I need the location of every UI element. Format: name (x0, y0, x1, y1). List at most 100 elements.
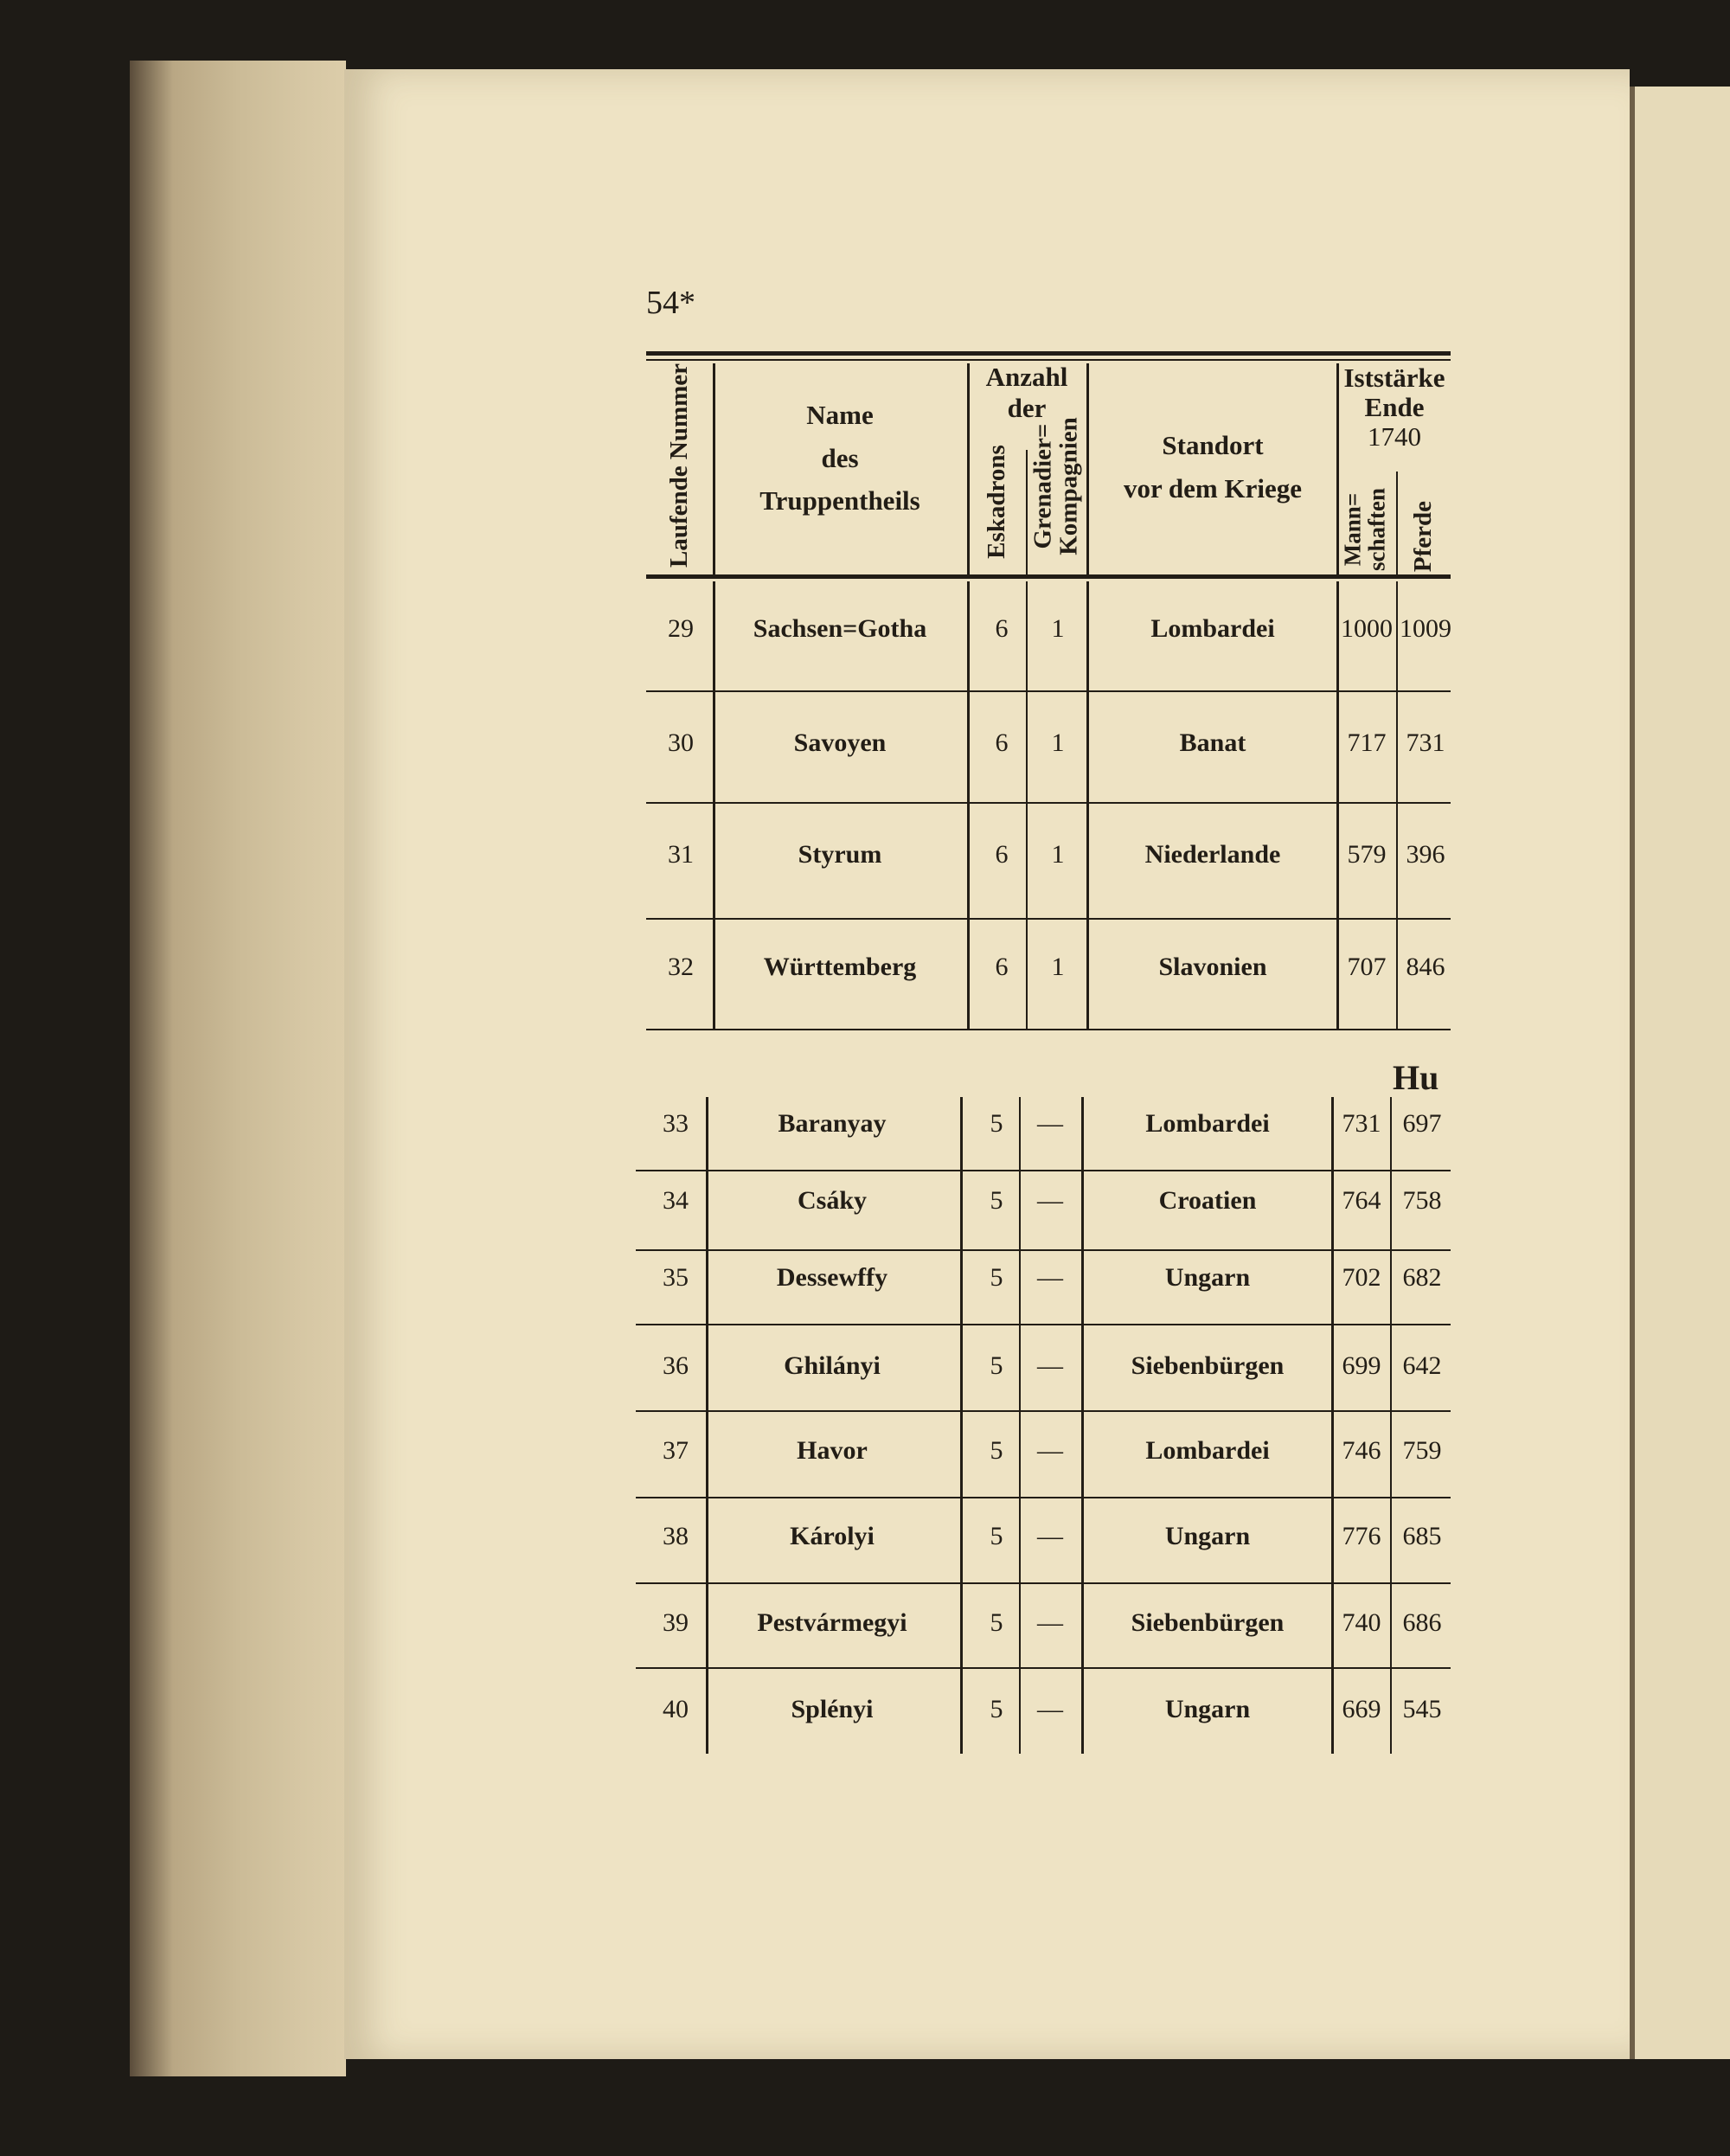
page-number: 54* (646, 285, 695, 321)
regiment-name: Savoyen (793, 728, 887, 757)
header-grenadier: Grenadier= Kompagnien (1029, 417, 1083, 555)
mannschaften-count: 764 (1342, 1186, 1381, 1215)
grenadier-count: — (1037, 1436, 1063, 1465)
regiment-name: Pestvármegyi (757, 1608, 907, 1637)
column-divider (967, 581, 970, 1029)
grenadier-count: — (1037, 1351, 1063, 1380)
eskadrons-count: 5 (990, 1186, 1003, 1215)
row-number: 34 (663, 1186, 689, 1215)
pferde-count: 1009 (1400, 614, 1451, 643)
row-number: 30 (668, 728, 694, 757)
eskadrons-count: 5 (990, 1608, 1003, 1637)
row-number: 38 (663, 1522, 689, 1550)
header-laufende-nummer: Laufende Nummer (664, 363, 693, 568)
column-divider (706, 1097, 708, 1754)
eskadrons-count: 5 (990, 1109, 1003, 1138)
column-divider (1396, 472, 1398, 574)
pferde-count: 686 (1402, 1608, 1442, 1637)
top-rule (646, 351, 1451, 356)
column-divider (1390, 1097, 1392, 1754)
standort: Lombardei (1150, 614, 1275, 643)
facing-page (1630, 87, 1730, 2059)
standort: Siebenbürgen (1131, 1351, 1285, 1380)
regiment-name: Baranyay (778, 1109, 887, 1138)
grenadier-count: 1 (1051, 728, 1065, 757)
standort: Ungarn (1164, 1263, 1251, 1292)
eskadrons-count: 5 (990, 1351, 1003, 1380)
page-stack (130, 61, 346, 2076)
pferde-count: 758 (1402, 1186, 1442, 1215)
mannschaften-count: 579 (1347, 840, 1387, 869)
pferde-count: 846 (1406, 953, 1445, 981)
book-page (344, 69, 1630, 2059)
row-divider (636, 1667, 1451, 1669)
standort: Ungarn (1164, 1522, 1251, 1550)
row-number: 40 (663, 1695, 689, 1723)
regiment-name: Württemberg (763, 953, 917, 981)
eskadrons-count: 6 (995, 614, 1009, 643)
mannschaften-count: 776 (1342, 1522, 1381, 1550)
pferde-count: 697 (1402, 1109, 1442, 1138)
section-heading: Hu (1393, 1058, 1439, 1097)
column-divider (1336, 581, 1339, 1029)
mannschaften-count: 702 (1342, 1263, 1381, 1292)
top-rule-thin (646, 359, 1451, 361)
eskadrons-count: 5 (990, 1522, 1003, 1550)
eskadrons-count: 5 (990, 1695, 1003, 1723)
header-anzahl-line: Anzahl (985, 362, 1068, 392)
column-divider (713, 363, 715, 574)
regiment-name: Styrum (798, 840, 882, 869)
header-mannschaften-line: Mann= (1339, 492, 1366, 567)
regiment-name: Havor (797, 1436, 868, 1465)
row-divider (636, 1170, 1451, 1171)
mannschaften-count: 669 (1342, 1695, 1381, 1723)
mannschaften-count: 746 (1342, 1436, 1381, 1465)
column-divider (1086, 363, 1089, 574)
row-number: 35 (663, 1263, 689, 1292)
column-divider (1019, 1097, 1021, 1754)
header-rule (646, 574, 1451, 579)
grenadier-count: 1 (1051, 840, 1065, 869)
standort: Lombardei (1145, 1436, 1270, 1465)
column-divider (960, 1097, 963, 1754)
header-pferde: Pferde (1408, 500, 1437, 573)
header-eskadrons: Eskadrons (982, 445, 1010, 559)
mannschaften-count: 699 (1342, 1351, 1381, 1380)
grenadier-count: 1 (1051, 953, 1065, 981)
column-divider (1026, 581, 1028, 1029)
eskadrons-count: 5 (990, 1436, 1003, 1465)
grenadier-count: — (1037, 1186, 1063, 1215)
header-anzahl: Anzahl der (986, 362, 1068, 423)
mannschaften-count: 707 (1347, 953, 1387, 981)
header-name: Name des Truppentheils (759, 394, 919, 523)
pferde-count: 396 (1406, 840, 1445, 869)
column-divider (1086, 581, 1089, 1029)
row-divider (646, 802, 1451, 804)
regiment-name: Ghilányi (784, 1351, 881, 1380)
standort: Slavonien (1158, 953, 1267, 981)
header-anzahl-line: der (1007, 392, 1047, 423)
row-number: 33 (663, 1109, 689, 1138)
regiment-name: Károlyi (790, 1522, 875, 1550)
header-mannschaften-line: schaften (1364, 488, 1390, 571)
header-grenadier-line: Kompagnien (1055, 417, 1083, 555)
row-number: 31 (668, 840, 694, 869)
standort: Siebenbürgen (1131, 1608, 1285, 1637)
row-number: 29 (668, 614, 694, 643)
pferde-count: 731 (1406, 728, 1445, 757)
row-divider (636, 1410, 1451, 1412)
pferde-count: 682 (1402, 1263, 1442, 1292)
mannschaften-count: 731 (1342, 1109, 1381, 1138)
eskadrons-count: 6 (995, 840, 1009, 869)
header-name-line: Truppentheils (759, 485, 920, 517)
grenadier-count: — (1037, 1608, 1063, 1637)
grenadier-count: — (1037, 1695, 1063, 1723)
row-divider (646, 690, 1451, 692)
header-name-line: Name (806, 400, 874, 430)
header-iststaerke-year: 1740 (1367, 421, 1421, 452)
column-divider (1026, 450, 1028, 574)
regiment-name: Csáky (797, 1186, 868, 1215)
row-number: 39 (663, 1608, 689, 1637)
pferde-count: 759 (1402, 1436, 1442, 1465)
row-divider (636, 1249, 1451, 1251)
